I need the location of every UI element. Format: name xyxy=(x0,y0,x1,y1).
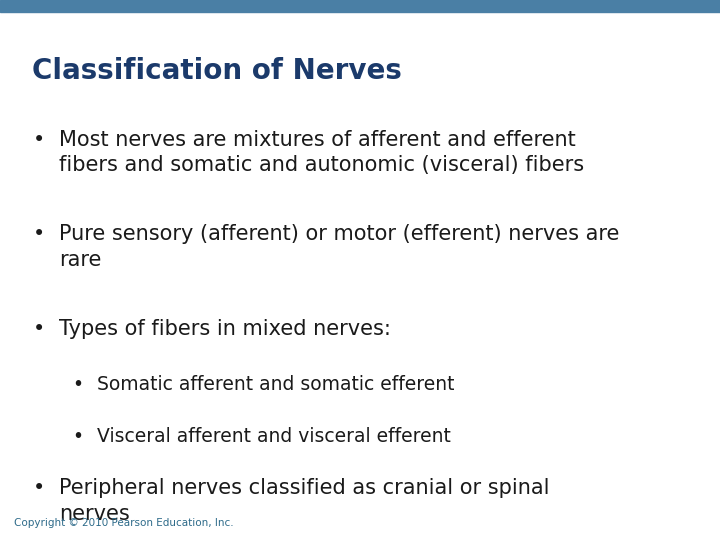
Text: Copyright © 2010 Pearson Education, Inc.: Copyright © 2010 Pearson Education, Inc. xyxy=(14,518,234,528)
Text: Pure sensory (afferent) or motor (efferent) nerves are
rare: Pure sensory (afferent) or motor (effere… xyxy=(59,224,619,269)
Text: Most nerves are mixtures of afferent and efferent
fibers and somatic and autonom: Most nerves are mixtures of afferent and… xyxy=(59,130,584,175)
Text: Somatic afferent and somatic efferent: Somatic afferent and somatic efferent xyxy=(97,375,455,394)
Text: Visceral afferent and visceral efferent: Visceral afferent and visceral efferent xyxy=(97,427,451,446)
Text: Peripheral nerves classified as cranial or spinal
nerves: Peripheral nerves classified as cranial … xyxy=(59,478,549,523)
Text: •: • xyxy=(72,375,83,394)
Bar xyxy=(0,0,720,12)
Text: Classification of Nerves: Classification of Nerves xyxy=(32,57,402,85)
Text: •: • xyxy=(32,224,45,244)
Text: •: • xyxy=(72,427,83,446)
Text: •: • xyxy=(32,130,45,150)
Text: •: • xyxy=(32,478,45,498)
Text: •: • xyxy=(32,319,45,339)
Text: Types of fibers in mixed nerves:: Types of fibers in mixed nerves: xyxy=(59,319,391,339)
